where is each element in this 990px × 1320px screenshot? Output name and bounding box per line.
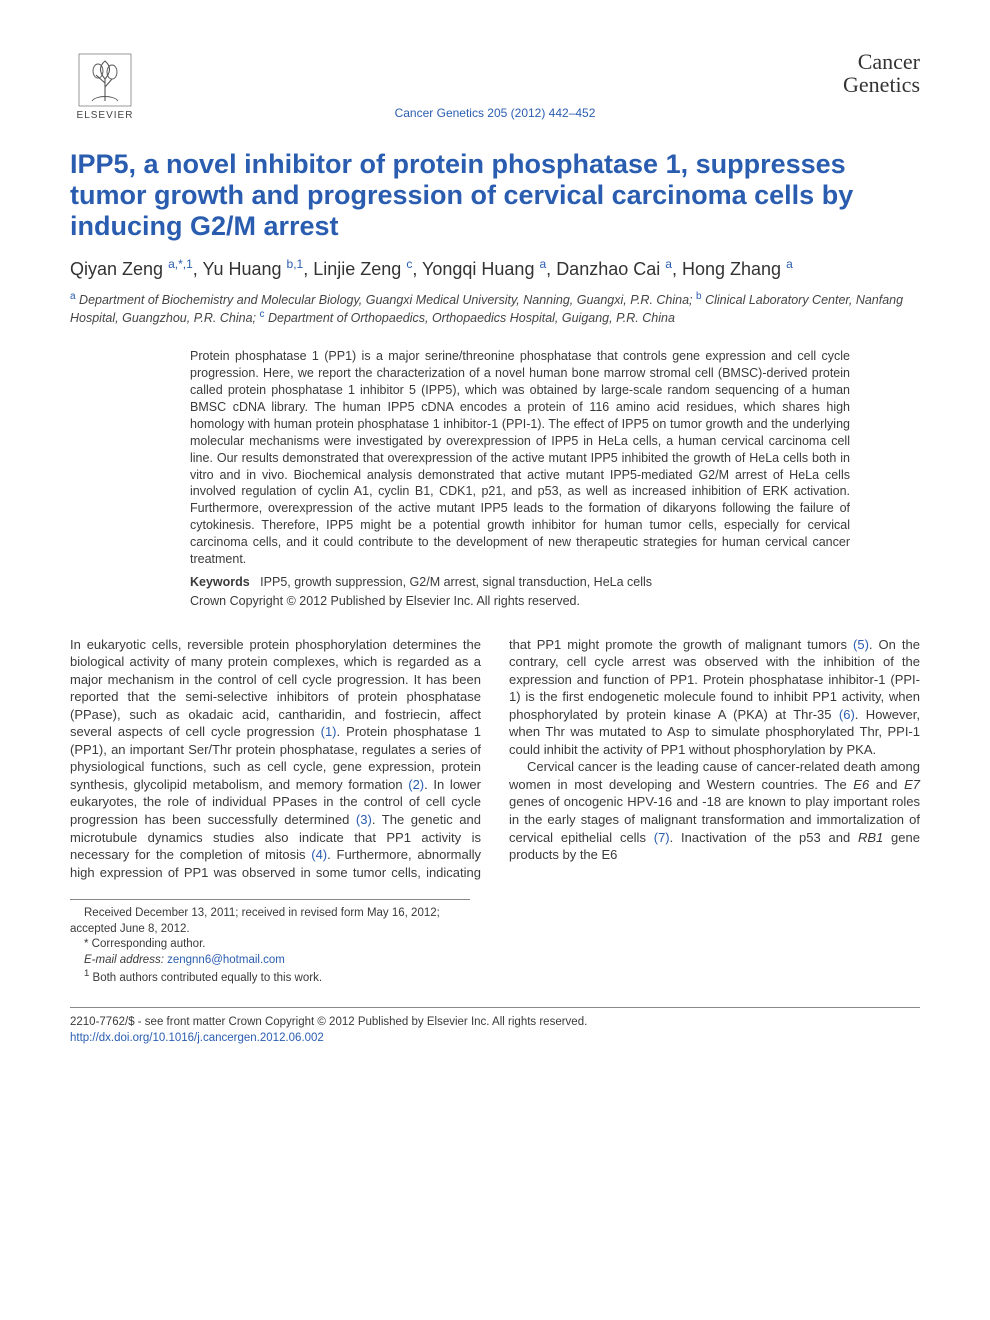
ref-link[interactable]: (4) <box>311 847 327 862</box>
footnote-equal: 1 Both authors contributed equally to th… <box>70 968 470 986</box>
publisher-logo: ELSEVIER <box>70 50 140 125</box>
citation-line: Cancer Genetics 205 (2012) 442–452 <box>70 105 920 121</box>
ref-link[interactable]: (2) <box>408 777 424 792</box>
body-columns: In eukaryotic cells, reversible protein … <box>70 636 920 882</box>
publisher-name: ELSEVIER <box>77 109 134 123</box>
body-paragraph-2: Cervical cancer is the leading cause of … <box>509 758 920 863</box>
email-link[interactable]: zengnn6@hotmail.com <box>167 954 285 966</box>
footnote-received: Received December 13, 2011; received in … <box>70 906 470 937</box>
author-list: Qiyan Zeng a,*,1, Yu Huang b,1, Linjie Z… <box>70 256 920 281</box>
keywords-text: IPP5, growth suppression, G2/M arrest, s… <box>260 575 652 589</box>
doi-link[interactable]: http://dx.doi.org/10.1016/j.cancergen.20… <box>70 1032 324 1044</box>
ref-link[interactable]: (5) <box>853 637 869 652</box>
author: Danzhao Cai a <box>556 259 672 279</box>
footnotes: Received December 13, 2011; received in … <box>70 899 470 986</box>
author: Qiyan Zeng a,*,1 <box>70 259 193 279</box>
author: Hong Zhang a <box>682 259 793 279</box>
affiliation-a: Department of Biochemistry and Molecular… <box>79 293 692 307</box>
ref-link[interactable]: (7) <box>654 830 670 845</box>
journal-name-line2: Genetics <box>843 73 920 96</box>
keywords-label: Keywords <box>190 575 250 589</box>
page-footer: 2210-7762/$ - see front matter Crown Cop… <box>70 1007 920 1046</box>
affiliations: a Department of Biochemistry and Molecul… <box>70 290 920 327</box>
author: Yongqi Huang a <box>422 259 546 279</box>
affiliation-c: Department of Orthopaedics, Orthopaedics… <box>268 311 675 325</box>
abstract-copyright: Crown Copyright © 2012 Published by Else… <box>190 593 850 610</box>
journal-name-line1: Cancer <box>843 50 920 73</box>
footer-copyright: 2210-7762/$ - see front matter Crown Cop… <box>70 1014 920 1030</box>
journal-name: Cancer Genetics <box>843 50 920 96</box>
gene-name: E6 <box>853 777 869 792</box>
elsevier-tree-icon <box>78 53 132 107</box>
keywords-line: Keywords IPP5, growth suppression, G2/M … <box>190 574 850 591</box>
gene-name: E7 <box>904 777 920 792</box>
article-title: IPP5, a novel inhibitor of protein phosp… <box>70 149 920 242</box>
email-label: E-mail address: <box>84 954 164 966</box>
footnote-corresponding: * Corresponding author. <box>70 937 470 953</box>
ref-link[interactable]: (1) <box>321 724 337 739</box>
gene-name: RB1 <box>858 830 883 845</box>
ref-link[interactable]: (3) <box>356 812 372 827</box>
abstract-block: Protein phosphatase 1 (PP1) is a major s… <box>190 348 850 609</box>
abstract-text: Protein phosphatase 1 (PP1) is a major s… <box>190 348 850 567</box>
author: Linjie Zeng c <box>313 259 412 279</box>
footnote-email: E-mail address: zengnn6@hotmail.com <box>70 953 470 969</box>
author: Yu Huang b,1 <box>202 259 303 279</box>
ref-link[interactable]: (6) <box>839 707 855 722</box>
